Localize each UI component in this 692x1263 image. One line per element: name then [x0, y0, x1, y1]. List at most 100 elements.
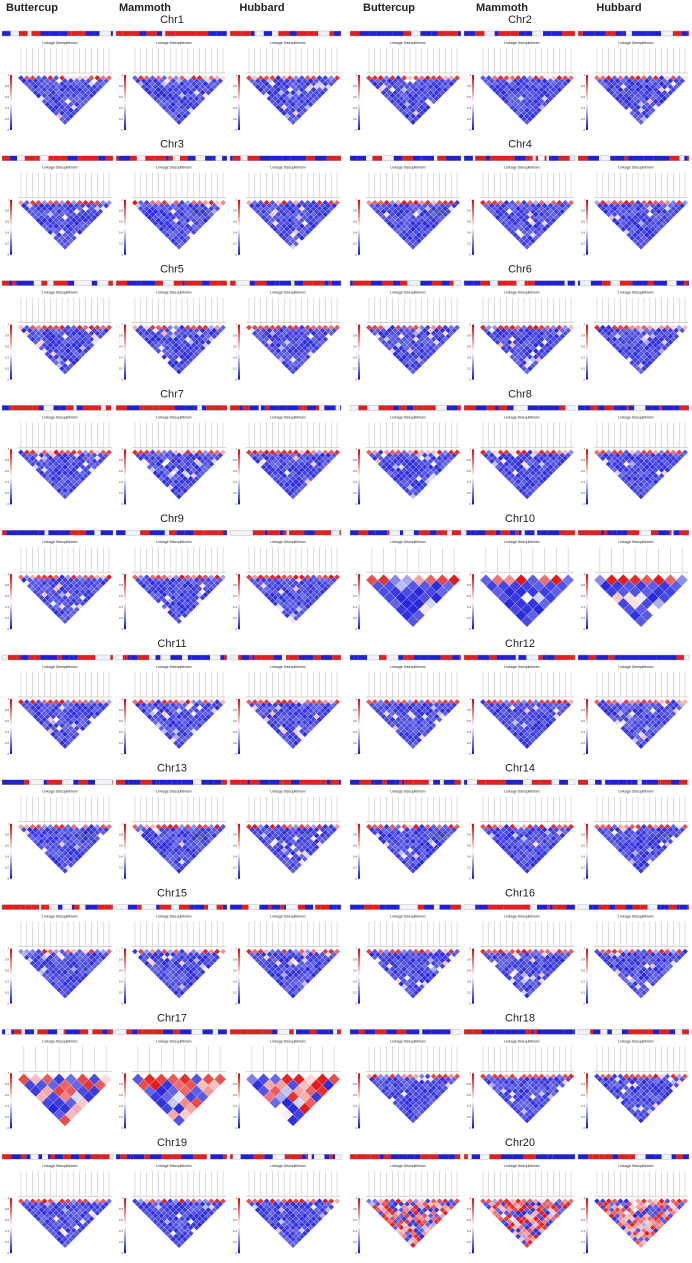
position-strip — [475, 155, 486, 161]
scale-tick-label: 0.2 — [119, 491, 124, 495]
position-strip — [350, 31, 360, 36]
position-strip — [203, 530, 209, 536]
position-strip — [420, 280, 432, 286]
position-strip — [230, 155, 233, 161]
scale-tick-label: 0.8 — [581, 84, 586, 88]
position-strip — [647, 280, 654, 286]
position-strip — [279, 280, 286, 286]
position-strip — [269, 405, 279, 411]
scale-tick-label: 0.2 — [5, 117, 10, 121]
position-strip — [674, 280, 677, 286]
scale-tick-label: 0.6 — [119, 344, 124, 348]
color-scale — [586, 75, 588, 130]
position-strip — [679, 405, 689, 411]
position-strip — [364, 280, 371, 286]
position-strip — [77, 155, 81, 161]
position-strip — [60, 405, 67, 411]
panel-title: Linkage Disequilibrium — [270, 41, 305, 45]
position-strip — [196, 31, 209, 36]
position-strip — [193, 280, 202, 286]
position-strip — [411, 31, 421, 36]
position-strip — [518, 31, 526, 36]
position-strip — [635, 31, 647, 36]
position-strip — [40, 31, 50, 36]
color-scale — [358, 449, 360, 505]
position-strip — [296, 31, 309, 36]
position-strip — [626, 405, 629, 411]
scale-tick-label: 0.4 — [233, 106, 238, 110]
scale-tick-label: 0.6 — [581, 220, 586, 224]
ld-cell — [637, 118, 645, 126]
position-strip — [358, 530, 368, 536]
position-strip — [538, 155, 545, 161]
panel-title: Linkage Disequilibrium — [270, 166, 305, 170]
position-strip — [247, 155, 260, 161]
position-strip — [173, 280, 183, 286]
color-scale — [472, 75, 474, 130]
panel-title: Linkage Disequilibrium — [390, 415, 425, 419]
position-strip — [41, 280, 48, 286]
color-scale — [124, 449, 126, 505]
position-strip — [653, 280, 658, 286]
position-strip — [403, 530, 414, 536]
scale-tick-label: 1 — [235, 73, 237, 77]
position-strip — [139, 280, 142, 286]
position-strip — [66, 405, 74, 411]
position-strip — [335, 405, 340, 411]
panel-title: Linkage Disequilibrium — [270, 291, 305, 295]
position-strip — [254, 31, 264, 36]
scale-tick-label: 0.6 — [119, 220, 124, 224]
scale-tick-label: 0.4 — [467, 355, 472, 359]
position-strip — [403, 31, 412, 36]
position-strip — [464, 31, 476, 36]
scale-tick-label: 0.2 — [233, 491, 238, 495]
position-strip — [580, 280, 591, 286]
position-strip — [441, 280, 450, 286]
position-strip — [239, 405, 243, 411]
position-strip — [369, 31, 377, 36]
color-scale — [124, 574, 126, 630]
position-strip — [423, 405, 431, 411]
strip-border — [229, 30, 342, 37]
position-strip — [527, 405, 539, 411]
position-strip — [667, 280, 675, 286]
position-strip — [657, 280, 668, 286]
position-strip — [116, 530, 126, 536]
position-strip — [444, 530, 448, 536]
position-strip — [26, 280, 34, 286]
position-strip — [677, 31, 682, 36]
color-scale — [586, 324, 588, 380]
position-strip — [447, 530, 452, 536]
position-strip — [2, 405, 9, 411]
color-scale — [586, 449, 588, 505]
position-strip — [527, 280, 535, 286]
scale-tick-label: 0 — [7, 128, 9, 132]
scale-tick-label: 0.6 — [233, 469, 238, 473]
scale-tick-label: 0.6 — [119, 469, 124, 473]
position-strip — [457, 31, 461, 36]
position-strip — [514, 155, 526, 161]
position-strip — [85, 31, 95, 36]
position-strip — [39, 405, 44, 411]
position-strip — [91, 405, 99, 411]
panel-title: Linkage Disequilibrium — [270, 540, 305, 544]
position-strip — [490, 280, 498, 286]
position-strip — [466, 530, 471, 536]
position-strip — [673, 405, 680, 411]
position-strip — [2, 155, 10, 161]
position-strip — [39, 155, 49, 161]
position-strip — [603, 530, 608, 536]
scale-tick-label: 0.2 — [353, 491, 358, 495]
position-strip — [208, 530, 214, 536]
position-strip — [518, 530, 522, 536]
scale-tick-label: 0.4 — [5, 480, 10, 484]
position-strip — [653, 155, 662, 161]
panel-title: Linkage Disequilibrium — [42, 291, 77, 295]
position-strip — [420, 31, 432, 36]
position-strip — [8, 280, 13, 286]
scale-tick-label: 0.2 — [581, 491, 586, 495]
position-strip — [242, 405, 250, 411]
position-strip — [578, 155, 588, 161]
position-strip — [584, 405, 591, 411]
scale-tick-label: 0.2 — [5, 616, 10, 620]
